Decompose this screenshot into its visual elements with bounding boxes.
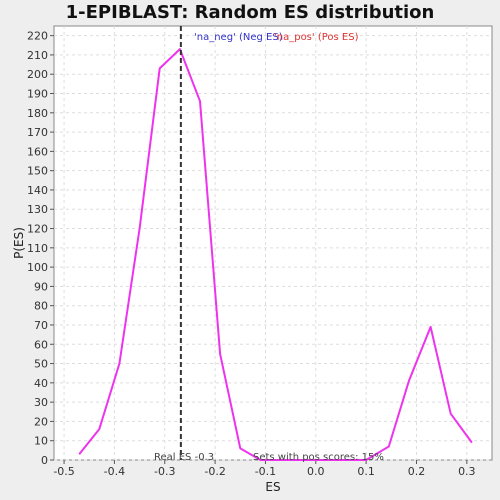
legend-neg: 'na_neg' (Neg ES) [194, 32, 283, 43]
x-tick-label: -0.5 [53, 465, 74, 478]
x-tick-label: 0.2 [408, 465, 426, 478]
y-tick-label: 40 [34, 377, 48, 390]
x-tick-label: 0.0 [307, 465, 325, 478]
y-tick-label: 180 [27, 107, 48, 120]
x-tick-label: -0.1 [255, 465, 276, 478]
y-tick-label: 20 [34, 415, 48, 428]
y-tick-label: 190 [27, 88, 48, 101]
x-tick-label: 0.1 [357, 465, 375, 478]
x-tick-label: -0.2 [204, 465, 225, 478]
y-tick-label: 80 [34, 300, 48, 313]
y-tick-label: 120 [27, 223, 48, 236]
pos-scores-annotation: Sets with pos scores: 15% [253, 452, 384, 463]
x-tick-label: 0.3 [458, 465, 476, 478]
y-tick-label: 0 [41, 454, 48, 467]
y-tick-label: 50 [34, 358, 48, 371]
y-tick-label: 90 [34, 280, 48, 293]
y-tick-label: 220 [27, 30, 48, 43]
y-axis-ticks: 0 10 20 30 40 50 60 70 80 90 100 110 120 130 140 150 160… [27, 30, 54, 467]
x-axis-title: ES [265, 480, 280, 494]
x-axis-ticks: -0.5 -0.4 -0.3 -0.2 -0.1 0.0 0.1 0.2 0.3 [53, 460, 476, 478]
series-group [78, 48, 473, 461]
real-es-label: Real ES -0.3 [154, 452, 214, 463]
legend-pos: 'na_pos' (Pos ES) [274, 32, 359, 43]
y-tick-label: 160 [27, 145, 48, 158]
y-tick-label: 100 [27, 261, 48, 274]
distribution-line [78, 48, 473, 461]
y-tick-label: 10 [34, 435, 48, 448]
y-tick-label: 110 [27, 242, 48, 255]
y-tick-label: 140 [27, 184, 48, 197]
y-tick-label: 170 [27, 126, 48, 139]
y-tick-label: 60 [34, 338, 48, 351]
y-tick-label: 150 [27, 165, 48, 178]
x-tick-label: -0.3 [154, 465, 175, 478]
y-tick-label: 130 [27, 203, 48, 216]
x-tick-label: -0.4 [104, 465, 125, 478]
plot-area [53, 25, 493, 461]
y-tick-label: 210 [27, 49, 48, 62]
y-tick-label: 200 [27, 68, 48, 81]
y-tick-label: 30 [34, 396, 48, 409]
y-tick-label: 70 [34, 319, 48, 332]
chart-title: 1-EPIBLAST: Random ES distribution [66, 2, 435, 23]
y-axis-title: P(ES) [12, 227, 26, 259]
grid [54, 26, 492, 461]
